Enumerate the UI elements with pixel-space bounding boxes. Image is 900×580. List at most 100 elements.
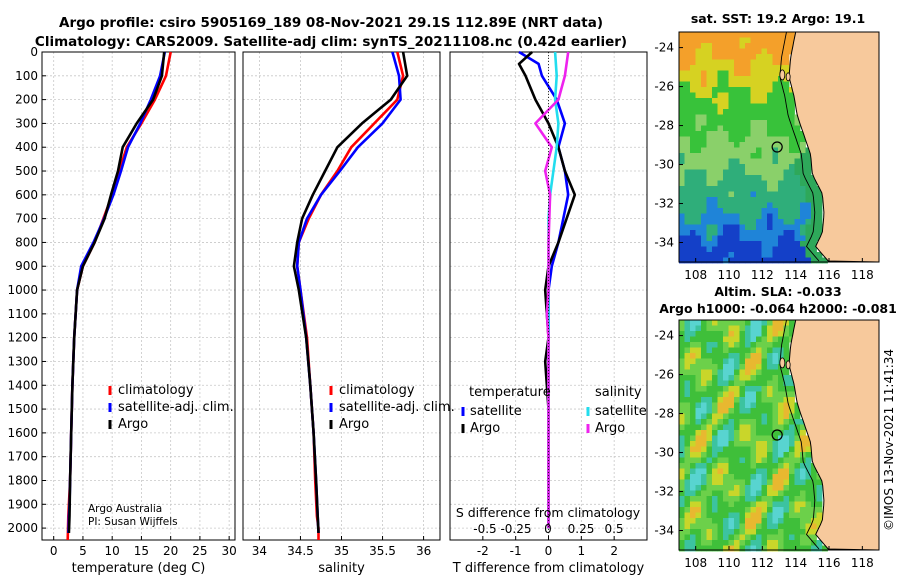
ocean-cell: [684, 534, 691, 541]
ocean-cell: [684, 485, 691, 491]
ocean-cell: [789, 32, 795, 38]
ocean-cell: [690, 208, 696, 214]
ocean-cell: [745, 54, 751, 60]
ocean-cell: [734, 120, 740, 126]
ocean-cell: [712, 518, 718, 524]
ocean-cell: [805, 435, 812, 442]
ocean-cell: [739, 197, 746, 203]
ocean-cell: [789, 435, 795, 442]
ocean-cell: [789, 92, 795, 99]
ocean-cell: [756, 120, 762, 126]
ocean-cell: [772, 518, 779, 524]
ocean-cell: [706, 224, 713, 231]
ocean-cell: [712, 545, 718, 552]
ocean-cell: [794, 435, 801, 442]
ocean-cell: [772, 391, 779, 398]
legend-label: satellite: [595, 404, 647, 419]
ocean-cell: [739, 347, 746, 354]
ocean-cell: [761, 347, 768, 354]
ocean-cell: [750, 131, 757, 137]
ocean-cell: [750, 331, 757, 337]
ocean-cell: [717, 347, 724, 354]
ocean-cell: [723, 474, 729, 480]
ocean-cell: [750, 230, 757, 236]
ocean-cell: [739, 375, 746, 381]
ocean-cell: [728, 136, 735, 143]
ocean-cell: [778, 320, 784, 326]
ocean-cell: [717, 424, 724, 431]
ocean-cell: [690, 257, 696, 264]
ocean-cell: [717, 230, 724, 236]
ocean-cell: [811, 257, 817, 264]
ocean-cell: [756, 208, 762, 214]
ocean-cell: [695, 391, 702, 398]
ocean-cell: [701, 331, 707, 337]
ocean-cell: [750, 320, 757, 326]
ocean-cell: [684, 147, 691, 154]
ocean-cell: [717, 457, 724, 464]
ocean-cell: [690, 70, 696, 77]
ocean-cell: [772, 496, 779, 502]
ocean-cell: [778, 197, 784, 203]
ocean-cell: [723, 175, 729, 181]
ocean-cell: [756, 441, 762, 447]
ocean-cell: [679, 120, 685, 126]
ocean-cell: [761, 419, 768, 425]
ocean-cell: [701, 435, 707, 442]
ocean-cell: [706, 391, 713, 398]
ocean-cell: [679, 219, 685, 225]
ocean-cell: [695, 474, 702, 480]
ocean-cell: [750, 92, 757, 99]
ocean-cell: [794, 114, 801, 121]
legend-label: climatology: [118, 383, 194, 398]
ocean-cell: [772, 512, 779, 519]
ocean-cell: [767, 224, 773, 231]
ocean-cell: [717, 380, 724, 387]
ocean-cell: [723, 485, 729, 491]
ocean-cell: [717, 523, 724, 530]
ocean-cell: [712, 131, 718, 137]
ocean-cell: [745, 219, 751, 225]
ocean-cell: [750, 325, 757, 332]
ocean-cell: [772, 142, 779, 148]
ocean-cell: [778, 336, 784, 343]
ocean-cell: [690, 435, 696, 442]
ocean-cell: [778, 518, 784, 524]
ocean-cell: [679, 125, 685, 132]
ocean-cell: [750, 408, 757, 414]
y-tick-label: 1900: [7, 497, 38, 511]
ocean-cell: [816, 507, 823, 513]
ocean-cell: [783, 241, 790, 247]
ocean-cell: [717, 441, 724, 447]
ocean-cell: [695, 230, 702, 236]
ocean-cell: [756, 246, 762, 253]
ocean-cell: [800, 131, 806, 137]
ocean-cell: [717, 342, 724, 348]
ocean-cell: [745, 336, 751, 343]
ocean-cell: [772, 331, 779, 337]
ocean-cell: [778, 523, 784, 530]
ocean-cell: [695, 131, 702, 137]
ocean-cell: [723, 131, 729, 137]
y-tick-label: 100: [15, 69, 38, 83]
ocean-cell: [679, 540, 685, 546]
ocean-cell: [723, 358, 729, 365]
ocean-cell: [679, 507, 685, 513]
ocean-cell: [750, 353, 757, 359]
ocean-cell: [789, 186, 795, 192]
ocean-cell: [717, 358, 724, 365]
ocean-cell: [739, 81, 746, 88]
ocean-cell: [690, 496, 696, 502]
ocean-cell: [728, 457, 735, 464]
ocean-cell: [717, 213, 724, 220]
ocean-cell: [761, 331, 768, 337]
ocean-cell: [756, 347, 762, 354]
ocean-cell: [739, 353, 746, 359]
ocean-cell: [728, 48, 735, 55]
ocean-cell: [783, 54, 790, 60]
ocean-cell: [706, 131, 713, 137]
ocean-cell: [717, 331, 724, 337]
ocean-cell: [805, 252, 812, 258]
ocean-cell: [684, 197, 691, 203]
